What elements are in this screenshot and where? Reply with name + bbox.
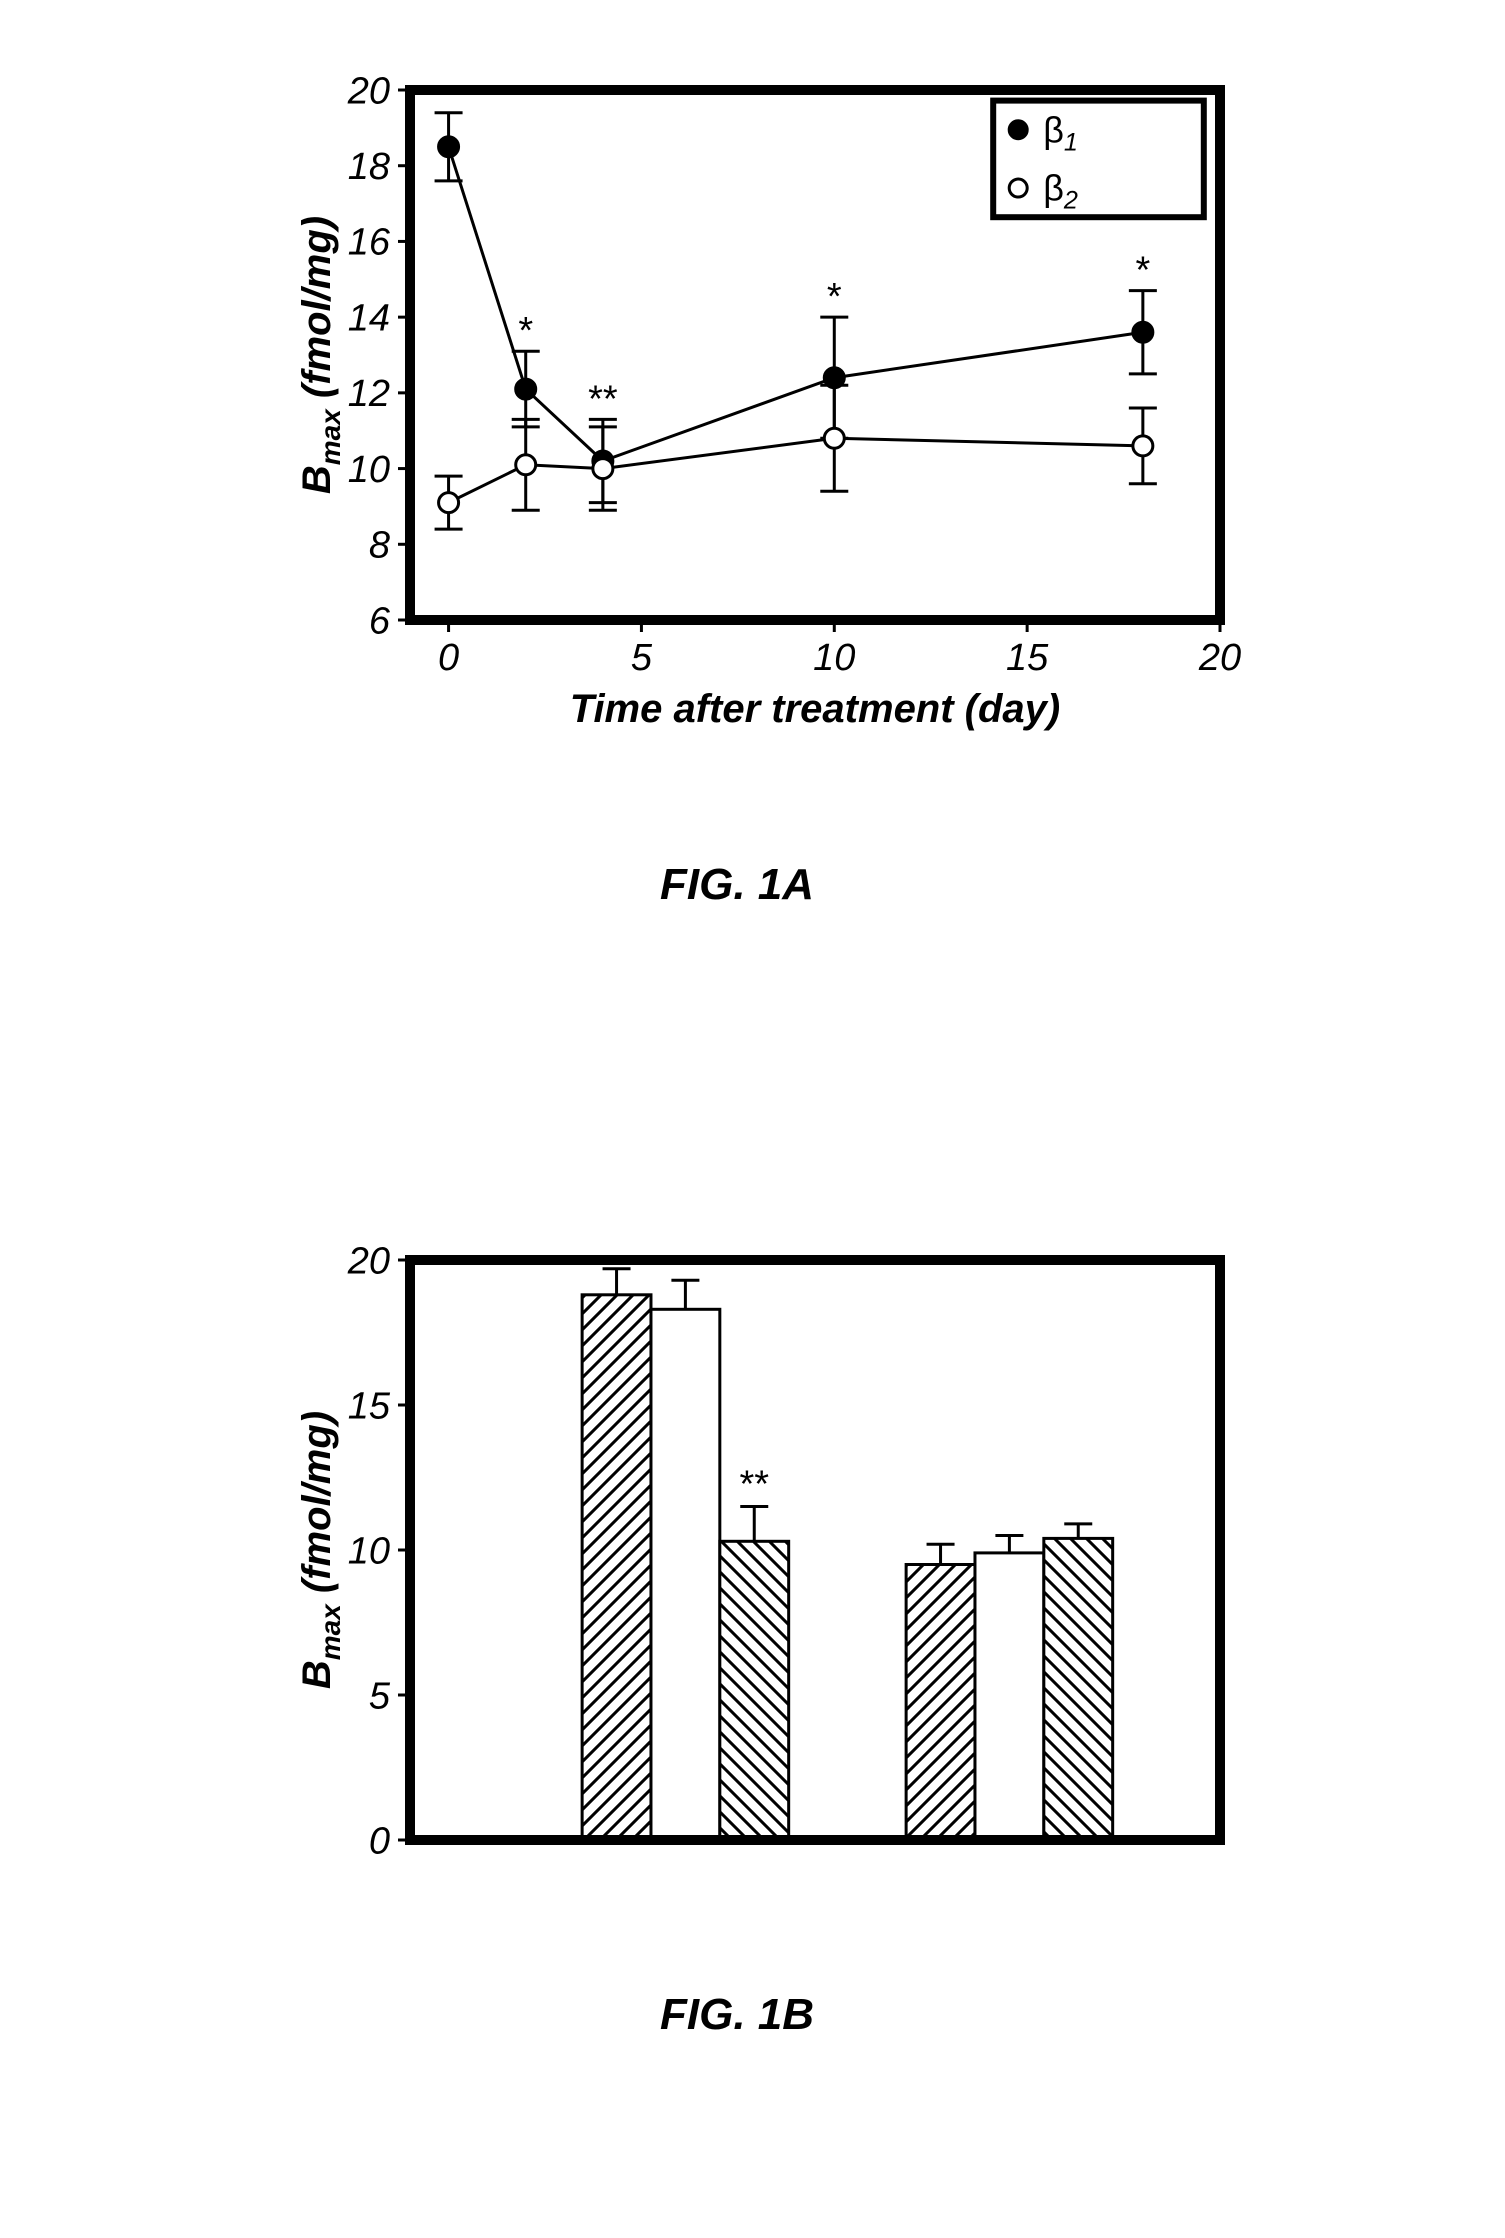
svg-text:5: 5 [631, 637, 653, 679]
svg-text:0: 0 [438, 637, 459, 679]
figure-1b-caption: FIG. 1B [660, 1990, 814, 2040]
svg-text:Time after treatment (day): Time after treatment (day) [570, 687, 1061, 731]
svg-text:18: 18 [348, 146, 390, 188]
svg-text:6: 6 [369, 600, 391, 642]
svg-text:*: * [827, 276, 842, 318]
svg-text:**: ** [739, 1464, 769, 1506]
svg-text:Bmax (fmol/mg): Bmax (fmol/mg) [295, 1411, 346, 1689]
svg-text:12: 12 [348, 373, 390, 415]
svg-text:0: 0 [369, 1820, 390, 1862]
svg-text:15: 15 [1006, 637, 1049, 679]
svg-text:14: 14 [348, 297, 390, 339]
svg-text:**: ** [588, 378, 618, 420]
svg-text:10: 10 [813, 637, 855, 679]
page: 0 5 10 15 20 6 8 10 12 14 16 18 20 Time after treatme… [0, 0, 1505, 2238]
figure-1a-caption: FIG. 1A [660, 860, 814, 910]
svg-text:Bmax (fmol/mg): Bmax (fmol/mg) [295, 216, 346, 494]
figure-1b: 0 5 10 15 20 Bmax (fmol/mg) ** [250, 1230, 1250, 1930]
svg-text:10: 10 [348, 1530, 390, 1572]
svg-text:*: * [1135, 250, 1150, 292]
svg-text:10: 10 [348, 449, 390, 491]
svg-text:20: 20 [347, 70, 390, 112]
svg-text:15: 15 [348, 1385, 391, 1427]
figure-1a: 0 5 10 15 20 6 8 10 12 14 16 18 20 Time after treatme… [250, 55, 1250, 755]
svg-text:20: 20 [347, 1240, 390, 1282]
svg-text:20: 20 [1198, 637, 1241, 679]
svg-text:16: 16 [348, 222, 391, 264]
svg-text:*: * [518, 310, 533, 352]
svg-text:5: 5 [369, 1675, 391, 1717]
svg-text:8: 8 [369, 525, 390, 567]
